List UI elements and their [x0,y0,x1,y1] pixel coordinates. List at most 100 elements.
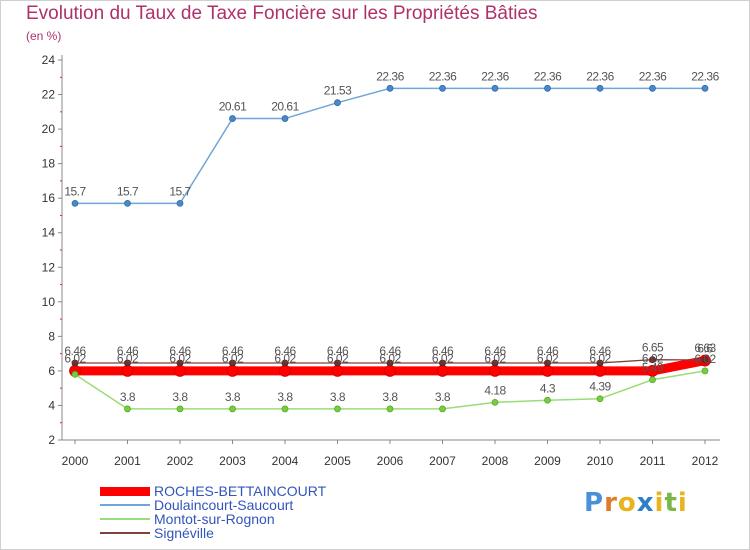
data-point-montot [649,376,656,384]
legend-swatch-roches [100,487,150,496]
data-point-montot [176,405,184,413]
data-label-signeville: 6.63 [694,341,716,355]
x-tick-label: 2002 [167,454,194,468]
data-point-doulaincourt [439,84,446,92]
logo-letter: i [654,488,665,518]
data-label-signeville: 6.46 [117,344,139,358]
data-label-doulaincourt: 22.36 [429,69,457,83]
data-label-signeville: 6.65 [642,341,664,355]
y-tick-label: 2 [48,433,55,447]
y-tick-label: 10 [42,295,56,309]
data-label-extra: 6.02 [222,352,244,366]
data-label-extra: 6.02 [537,352,559,366]
data-label-extra: 6.02 [589,352,611,366]
x-tick-label: 2007 [429,454,456,468]
data-label-doulaincourt: 21.53 [324,84,352,98]
data-point-signeville [491,359,499,367]
legend-label-montot: Montot-sur-Rognon [154,511,275,527]
data-point-doulaincourt [229,115,236,122]
legend-swatch-doulaincourt [100,504,150,506]
data-label-doulaincourt: 22.36 [639,69,667,83]
data-point-roches [174,365,186,377]
data-label-signeville: 6.46 [222,344,244,358]
data-point-signeville [701,356,709,364]
data-label-extra: 6.02 [117,352,139,366]
data-label-montot: 4.39 [589,380,611,394]
x-tick-label: 2009 [534,454,561,468]
x-tick-label: 2001 [114,454,141,468]
logo-letter: x [636,488,655,518]
x-tick-label: 2010 [587,454,614,468]
x-tick-label: 2008 [482,454,509,468]
proxiti-logo: Proxiti [584,488,688,518]
x-tick-label: 2004 [272,454,299,468]
data-label-doulaincourt: 15.7 [169,184,191,198]
y-tick-label: 12 [42,260,56,274]
data-label-extra: 6.02 [64,352,86,366]
data-label-signeville: 6.46 [327,344,349,358]
data-label-montot: 3.8 [225,390,241,404]
data-label-montot: 3.8 [435,390,451,404]
logo-letter: P [584,488,605,518]
data-label-signeville: 6.46 [274,344,296,358]
data-label-montot: 4.3 [540,381,556,395]
logo-letter: r [604,488,618,518]
data-label-doulaincourt: 15.7 [64,184,86,198]
data-label-montot: 3.8 [120,390,136,404]
data-label-extra: 6.02 [484,352,506,366]
data-point-montot [71,370,79,378]
data-point-montot [491,398,499,406]
data-label-montot: 3.8 [330,390,346,404]
data-point-doulaincourt [701,84,709,92]
legend-label-roches: ROCHES-BETTAINCOURT [154,483,327,499]
legend-label-doulaincourt: Doulaincourt-Saucourt [154,497,294,513]
data-label-doulaincourt: 22.36 [481,69,509,83]
data-label-doulaincourt: 22.36 [691,69,719,83]
data-label-extra: 6.02 [432,352,454,366]
y-tick-label: 20 [42,122,56,136]
data-point-roches [436,365,449,377]
data-label-extra: 6.02 [169,352,191,366]
data-point-roches [226,365,239,377]
data-label-signeville: 6.46 [589,344,611,358]
data-label-montot: 5.49 [642,361,664,375]
data-label-extra: 6.02 [274,352,296,366]
data-point-montot [281,405,289,413]
data-point-signeville [124,359,131,367]
y-tick-label: 22 [42,88,56,102]
data-point-montot [229,405,236,413]
y-tick-label: 8 [48,329,55,343]
data-label-signeville: 6.46 [64,344,86,358]
legend-swatch-signeville [100,532,150,534]
data-point-doulaincourt [491,84,499,92]
data-point-roches [331,365,344,377]
data-label-montot: 3.8 [382,390,398,404]
data-label-extra: 6.02 [327,352,349,366]
data-label-extra: 6.02 [379,352,401,366]
data-point-signeville [281,359,289,367]
data-label-signeville: 6.46 [169,344,191,358]
data-point-signeville [176,359,184,367]
legend-swatch-montot [100,518,150,520]
data-label-extra: 6.6 [697,342,713,356]
data-point-doulaincourt [124,199,131,207]
data-point-signeville [544,359,551,367]
data-point-doulaincourt [596,84,604,92]
data-point-montot [386,405,394,413]
legend-label-signeville: Signéville [154,525,214,541]
data-point-montot [596,395,604,403]
logo-letter: i [677,488,688,518]
data-point-signeville [596,359,604,367]
data-label-extra: 6.02 [642,352,664,366]
data-label-signeville: 6.46 [379,344,401,358]
data-point-signeville [71,359,79,367]
y-unit-label: (en %) [26,29,62,43]
y-tick-label: 24 [42,53,56,67]
data-label-signeville: 6.46 [484,344,506,358]
x-tick-label: 2005 [324,454,351,468]
y-tick-label: 14 [42,226,56,240]
data-point-montot [439,405,446,413]
y-tick-label: 18 [42,157,56,171]
data-point-roches [541,365,554,377]
data-point-doulaincourt [71,199,79,207]
